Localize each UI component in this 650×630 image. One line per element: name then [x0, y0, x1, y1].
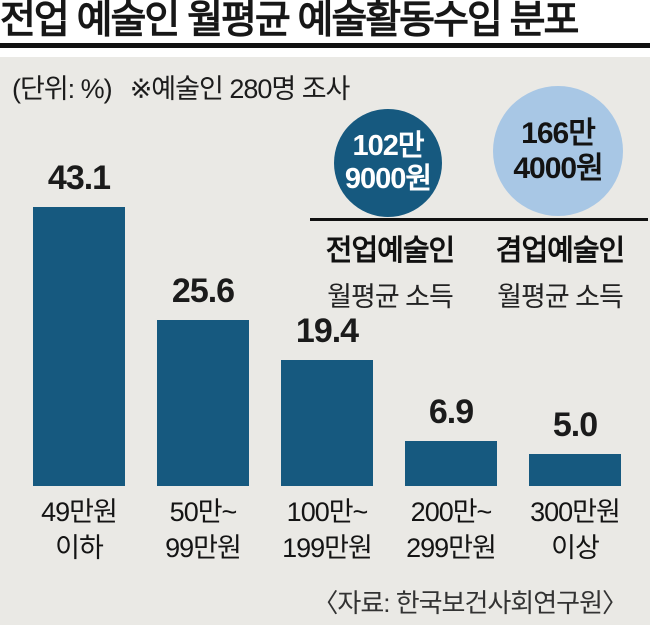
- x-axis-label: 50만~ 99만원: [137, 494, 269, 566]
- x-axis-label-line2: 299만원: [406, 533, 497, 563]
- x-axis-label-line2: 99만원: [165, 533, 242, 563]
- full-time-group-sub: 월평균 소득: [327, 282, 454, 312]
- bar-value-label: 6.9: [428, 393, 474, 431]
- chart-subtitle: (단위: %) ※예술인 280명 조사: [12, 67, 351, 106]
- x-axis-label: 100만~ 199만원: [261, 494, 393, 566]
- survey-note: ※예술인 280명 조사: [129, 74, 351, 104]
- x-axis-label-line2: 199만원: [282, 533, 373, 563]
- side-job-group-title: 겸업예술인: [495, 235, 625, 267]
- side-job-group-label: 겸업예술인 월평균 소득: [477, 227, 643, 314]
- page-title: 전업 예술인 월평균 예술활동수입 분포: [0, 0, 579, 42]
- x-axis-label-line1: 200만~: [410, 497, 493, 527]
- bar: [157, 320, 249, 486]
- side-job-group-sub: 월평균 소득: [497, 282, 624, 312]
- unit-label: (단위: %): [12, 74, 113, 104]
- x-axis-label-line2: 이하: [55, 533, 104, 563]
- title-divider: [0, 43, 650, 48]
- bar: [281, 360, 373, 486]
- full-time-income-line1: 102만: [352, 130, 424, 162]
- x-axis-label-line2: 이상: [551, 533, 600, 563]
- chart-panel: (단위: %) ※예술인 280명 조사 102만 9000원 166만 4000…: [0, 57, 650, 625]
- side-job-income-circle: 166만 4000원: [493, 86, 623, 216]
- circle-label-divider: [310, 218, 648, 221]
- bar: [405, 441, 497, 486]
- full-time-group-title: 전업예술인: [325, 235, 455, 267]
- x-axis-label: 200만~ 299만원: [385, 494, 517, 566]
- side-job-income-line1: 166만: [521, 117, 596, 150]
- x-axis-label-line1: 300만원: [530, 497, 621, 527]
- full-time-income-line2: 9000원: [344, 163, 432, 195]
- bar-value-label: 5.0: [552, 406, 598, 444]
- bar: [529, 454, 621, 486]
- full-time-group-label: 전업예술인 월평균 소득: [307, 227, 473, 314]
- x-axis-label-line1: 100만~: [286, 497, 369, 527]
- source-credit: 〈자료: 한국보건사회연구원〉: [312, 588, 628, 618]
- x-axis-label-line1: 50만~: [169, 497, 238, 527]
- x-axis-label-line1: 49만원: [41, 497, 118, 527]
- bar-value-label: 19.4: [295, 312, 359, 350]
- bar: [33, 207, 125, 486]
- bar-value-label: 25.6: [171, 272, 235, 310]
- side-job-income-line2: 4000원: [513, 152, 603, 185]
- bar-value-label: 43.1: [47, 159, 111, 197]
- full-time-income-circle: 102만 9000원: [334, 109, 442, 217]
